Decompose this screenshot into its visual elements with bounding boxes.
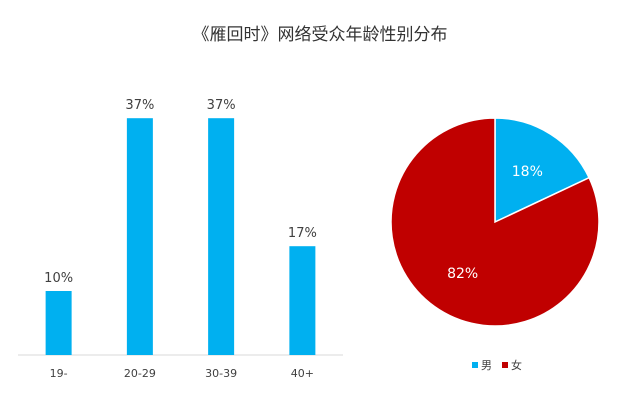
x-tick-label-0: 19- <box>50 367 68 380</box>
bar-0 <box>45 291 72 355</box>
pie-slice-0 <box>494 117 591 224</box>
bar-2 <box>208 118 235 355</box>
legend-label-0: 男 <box>481 359 492 372</box>
legend-label-1: 女 <box>511 358 522 372</box>
pie-chart: 18% 82% <box>390 117 600 327</box>
bar-data-label-3: 17% <box>288 226 317 241</box>
legend-swatch-1 <box>502 362 508 368</box>
bar-data-label-0: 10% <box>44 271 73 286</box>
legend-swatch-0 <box>472 362 478 368</box>
pie-data-label-0: 18% <box>512 164 543 180</box>
bar-data-label-1: 37% <box>125 98 154 113</box>
bar-data-label-2: 37% <box>207 98 236 113</box>
pie-legend: 男女 <box>472 358 522 372</box>
bar-3 <box>289 246 316 355</box>
chart-title: 《雁回时》网络受众年龄性别分布 <box>192 25 448 45</box>
x-tick-label-1: 20-29 <box>124 367 156 380</box>
pie-slice-1 <box>390 117 600 327</box>
bar-chart: 10% 19- 37% 20-29 37% 30-39 17% 40+ <box>18 98 343 380</box>
x-tick-label-3: 40+ <box>291 367 314 380</box>
pie-data-label-1: 82% <box>447 266 478 282</box>
x-tick-label-2: 30-39 <box>205 367 237 380</box>
bar-1 <box>126 118 153 355</box>
